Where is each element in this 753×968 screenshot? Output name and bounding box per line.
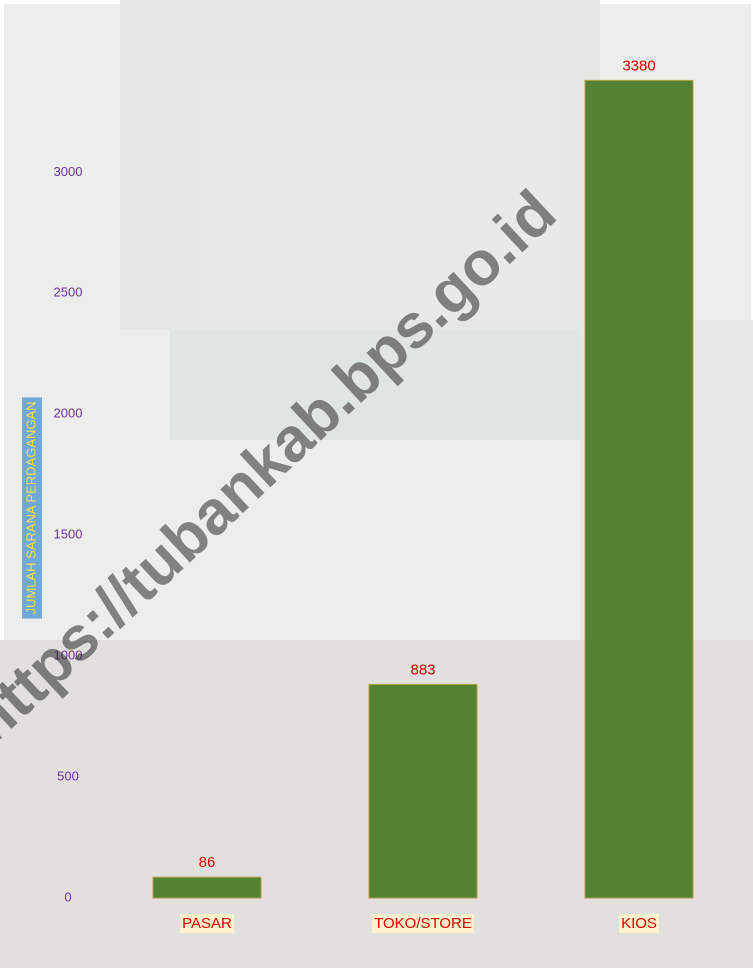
y-tick-label: 0 bbox=[64, 889, 71, 904]
value-label: 86 bbox=[199, 854, 216, 871]
x-tick-label-background bbox=[372, 913, 474, 933]
value-label: 3380 bbox=[622, 57, 655, 74]
value-label: 883 bbox=[410, 661, 435, 678]
y-tick-label: 2000 bbox=[54, 406, 83, 421]
bar bbox=[584, 79, 694, 899]
x-tick-label: PASAR bbox=[182, 915, 232, 932]
y-tick-label: 500 bbox=[57, 768, 79, 783]
y-axis-title: JUMLAH SARANA PERDAGANGAN bbox=[23, 401, 38, 614]
x-tick-label: KIOS bbox=[621, 915, 657, 932]
y-axis-title-background bbox=[22, 397, 42, 619]
bar bbox=[152, 876, 262, 899]
y-tick-label: 1500 bbox=[54, 527, 83, 542]
x-tick-label: TOKO/STORE bbox=[374, 915, 472, 932]
y-tick-label: 3000 bbox=[54, 164, 83, 179]
bar bbox=[368, 683, 478, 899]
x-tick-label-background bbox=[619, 913, 659, 933]
y-tick-label: 2500 bbox=[54, 285, 83, 300]
y-tick-label: 1000 bbox=[54, 648, 83, 663]
x-tick-label-background bbox=[180, 913, 235, 933]
